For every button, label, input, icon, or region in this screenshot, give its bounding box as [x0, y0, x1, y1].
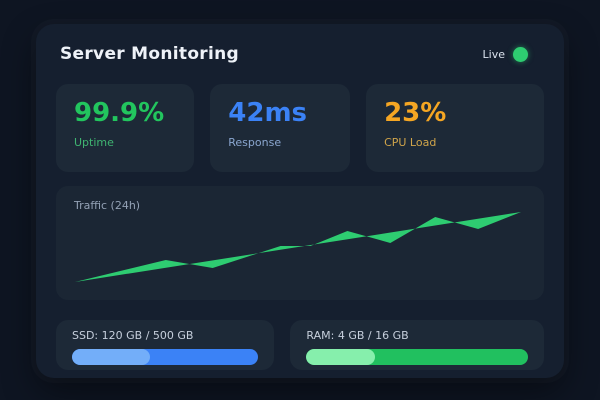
ram-card: RAM: 4 GB / 16 GB	[290, 320, 544, 370]
stat-card-cpu: 23% CPU Load	[366, 84, 545, 172]
storage-row: SSD: 120 GB / 500 GB RAM: 4 GB / 16 GB	[56, 320, 544, 370]
stat-card-response: 42ms Response	[210, 84, 351, 172]
ssd-progress-track	[72, 349, 259, 365]
response-label: Response	[228, 135, 282, 149]
ram-progress-fill	[306, 349, 376, 365]
page-title: Server Monitoring	[60, 44, 239, 64]
traffic-chart	[74, 212, 522, 282]
stat-card-uptime: 99.9% Uptime	[56, 84, 195, 172]
ssd-label: SSD: 120 GB / 500 GB	[72, 329, 194, 342]
ssd-progress-fill	[72, 349, 151, 365]
traffic-card: Traffic (24h)	[56, 186, 544, 300]
live-indicator: Live	[482, 46, 528, 62]
stats-row: 99.9% Uptime 42ms Response 23% CPU Load	[56, 84, 545, 172]
live-label: Live	[482, 47, 505, 61]
traffic-title: Traffic (24h)	[74, 199, 141, 212]
uptime-label: Uptime	[74, 135, 114, 149]
dashboard-panel: Server Monitoring Live 99.9% Uptime 42ms…	[36, 24, 564, 378]
uptime-value: 99.9%	[74, 98, 165, 128]
live-dot-icon	[513, 46, 528, 62]
ram-progress-track	[306, 349, 528, 365]
response-value: 42ms	[228, 98, 308, 128]
ssd-card: SSD: 120 GB / 500 GB	[56, 320, 275, 370]
header: Server Monitoring Live	[56, 36, 544, 72]
cpu-label: CPU Load	[384, 135, 437, 149]
cpu-value: 23%	[384, 98, 447, 128]
traffic-polygon	[74, 212, 522, 282]
ram-label: RAM: 4 GB / 16 GB	[306, 329, 409, 342]
